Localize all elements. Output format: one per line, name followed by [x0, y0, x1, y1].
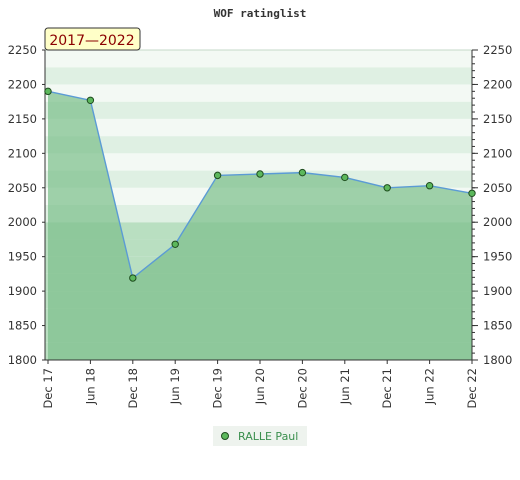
- grid-band: [45, 153, 472, 171]
- y-tick-label-right: 1800: [483, 353, 512, 367]
- grid-band: [45, 84, 472, 102]
- y-tick-label: 2000: [8, 215, 37, 229]
- y-tick-label: 2150: [8, 112, 37, 126]
- period-badge-text: 2017—2022: [49, 33, 134, 49]
- y-tick-label: 1950: [8, 250, 37, 264]
- legend-marker: [221, 432, 229, 440]
- x-tick-label: Jun 20: [253, 368, 267, 405]
- data-point[interactable]: [298, 168, 307, 177]
- x-tick-label: Dec 20: [295, 368, 309, 409]
- legend[interactable]: RALLE Paul: [213, 426, 307, 446]
- x-tick-label: Dec 22: [465, 368, 479, 409]
- x-tick-label: Dec 17: [41, 368, 55, 409]
- data-point[interactable]: [256, 170, 264, 178]
- axes: 1800 1800 1850 1850 1900 1900 1950 1950 2000 2000…: [8, 43, 513, 409]
- grid-band: [45, 136, 472, 154]
- x-tick-label: Dec 19: [211, 368, 225, 409]
- y-tick-label-right: 1950: [483, 250, 512, 264]
- data-point[interactable]: [44, 87, 52, 96]
- x-tick-label: Dec 18: [126, 368, 140, 409]
- data-point[interactable]: [341, 173, 349, 182]
- x-tick-label: Jun 19: [168, 368, 182, 405]
- grid-band: [45, 67, 472, 85]
- y-tick-label: 1850: [8, 319, 37, 333]
- y-tick-label-right: 2100: [483, 146, 512, 160]
- data-point[interactable]: [425, 182, 434, 190]
- x-tick-label: Jun 18: [83, 368, 97, 405]
- x-tick-label: Jun 22: [423, 368, 437, 405]
- y-tick-label: 2250: [8, 43, 37, 57]
- series-area: [48, 91, 472, 360]
- y-tick-label-right: 2050: [483, 181, 512, 195]
- y-tick-label: 1800: [8, 353, 37, 367]
- data-points: [44, 87, 476, 282]
- y-tick-label-right: 2200: [483, 77, 512, 91]
- data-point[interactable]: [171, 240, 179, 248]
- y-tick-label-right: 1900: [483, 284, 512, 298]
- data-point[interactable]: [468, 189, 476, 197]
- y-tick-label: 1900: [8, 284, 37, 298]
- x-tick-label: Jun 21: [338, 368, 352, 405]
- legend-label: RALLE Paul: [238, 430, 298, 443]
- data-point[interactable]: [86, 96, 95, 104]
- y-tick-label-right: 2000: [483, 215, 512, 229]
- data-point[interactable]: [129, 274, 137, 282]
- y-tick-label-right: 1850: [483, 319, 512, 333]
- grid-band: [45, 118, 472, 137]
- y-tick-label: 2200: [8, 77, 37, 91]
- grid-band: [45, 101, 472, 119]
- grid-band: [45, 50, 472, 68]
- y-tick-label-right: 2250: [483, 43, 512, 57]
- x-tick-label: Dec 21: [380, 368, 394, 409]
- y-tick-label: 2050: [8, 181, 37, 195]
- chart-title: WOF ratinglist: [214, 7, 307, 20]
- data-point[interactable]: [383, 184, 391, 192]
- data-point[interactable]: [213, 171, 222, 180]
- y-tick-label: 2100: [8, 146, 37, 160]
- period-badge: 2017—2022: [44, 27, 141, 51]
- y-tick-label-right: 2150: [483, 112, 512, 126]
